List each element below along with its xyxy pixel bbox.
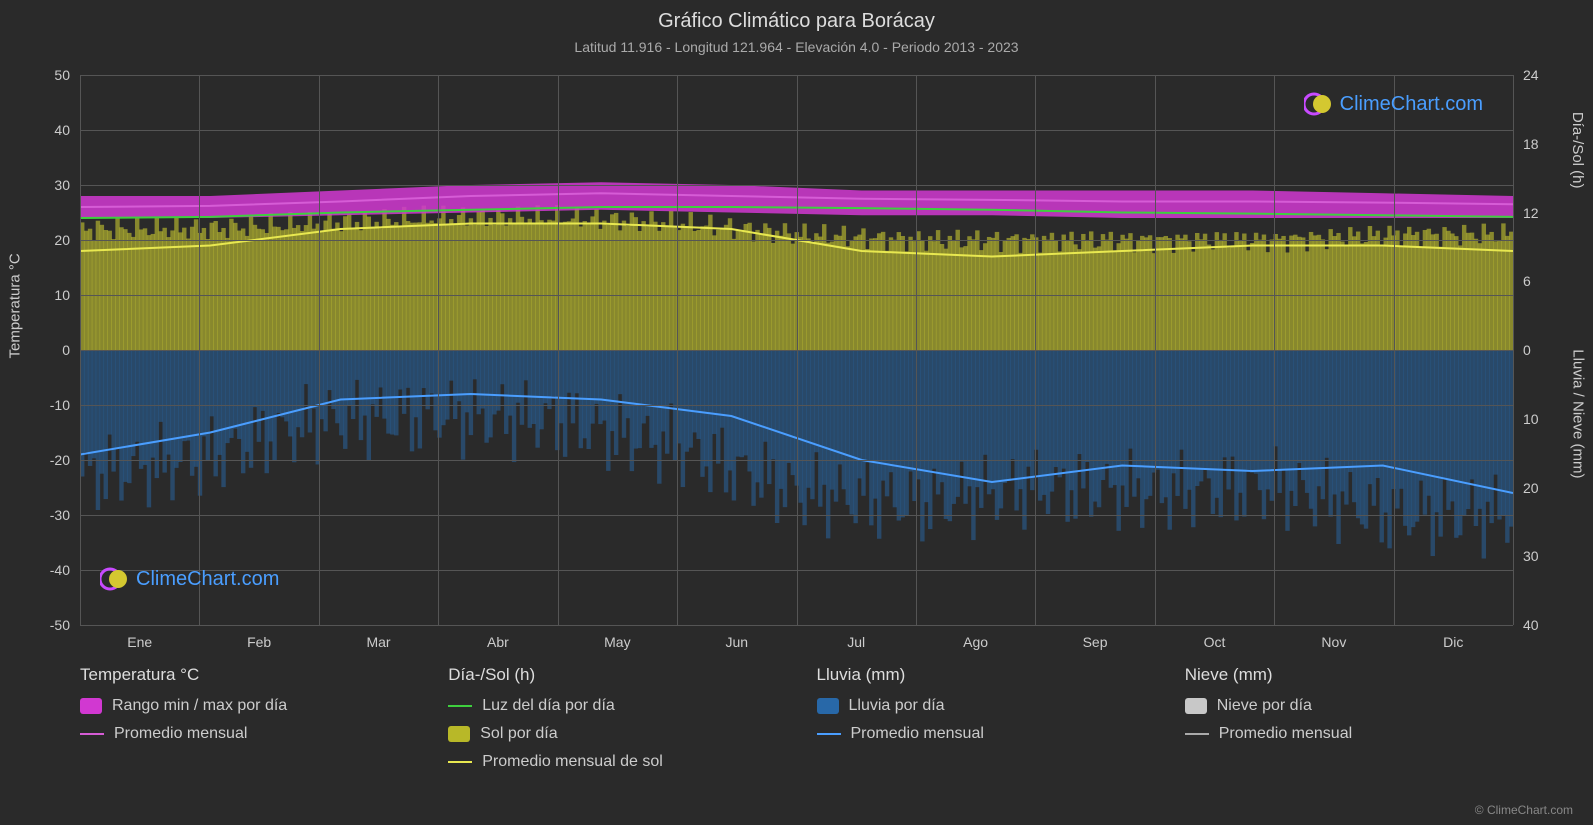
x-tick-month: Ene — [127, 634, 152, 650]
y-tick-right-top: 0 — [1523, 342, 1563, 358]
legend-label: Rango min / max por día — [112, 697, 287, 715]
x-tick-month: Mar — [366, 634, 390, 650]
x-tick-month: Feb — [247, 634, 271, 650]
legend-label: Promedio mensual — [114, 725, 247, 743]
y-tick-right-bottom: 30 — [1523, 548, 1563, 564]
y-tick-left: 10 — [30, 287, 70, 303]
legend-title: Temperatura °C — [80, 665, 408, 685]
legend-item: Promedio mensual — [1185, 725, 1513, 743]
swatch-line-icon — [1185, 733, 1209, 735]
swatch-box-icon — [1185, 698, 1207, 714]
climate-chart: Gráfico Climático para Borácay Latitud 1… — [0, 0, 1593, 825]
legend-items-daysol: Luz del día por día Sol por día Promedio m… — [448, 697, 776, 771]
y-tick-right-top: 6 — [1523, 273, 1563, 289]
legend-item: Sol por día — [448, 725, 776, 743]
swatch-box-icon — [80, 698, 102, 714]
y-axis-left-title: Temperatura °C — [7, 253, 24, 358]
y-tick-right-bottom: 10 — [1523, 411, 1563, 427]
y-tick-left: 30 — [30, 177, 70, 193]
y-tick-left: 40 — [30, 122, 70, 138]
legend: Temperatura °C Rango min / max por día Pr… — [80, 665, 1513, 781]
legend-items-temperature: Rango min / max por día Promedio mensual — [80, 697, 408, 743]
watermark-text: ClimeChart.com — [136, 568, 279, 591]
legend-label: Promedio mensual de sol — [482, 753, 663, 771]
swatch-line-icon — [448, 761, 472, 763]
y-axis-right-bottom-title: Lluvia / Nieve (mm) — [1570, 349, 1587, 478]
watermark-top: ClimeChart.com — [1304, 90, 1483, 118]
legend-col-rain: Lluvia (mm) Lluvia por día Promedio mensu… — [817, 665, 1145, 781]
y-axis-right-top-title: Día-/Sol (h) — [1570, 112, 1587, 189]
y-tick-right-top: 18 — [1523, 136, 1563, 152]
plot-area: -50-40-30-20-100102030405006121824102030… — [80, 75, 1513, 625]
legend-item: Lluvia por día — [817, 697, 1145, 715]
x-tick-month: Nov — [1321, 634, 1346, 650]
y-tick-left: -20 — [30, 452, 70, 468]
legend-title: Día-/Sol (h) — [448, 665, 776, 685]
y-tick-left: -10 — [30, 397, 70, 413]
legend-item: Promedio mensual de sol — [448, 753, 776, 771]
swatch-box-icon — [817, 698, 839, 714]
legend-col-snow: Nieve (mm) Nieve por día Promedio mensual — [1185, 665, 1513, 781]
y-tick-left: 0 — [30, 342, 70, 358]
x-tick-month: Jun — [725, 634, 748, 650]
legend-col-temperature: Temperatura °C Rango min / max por día Pr… — [80, 665, 408, 781]
x-tick-month: May — [604, 634, 630, 650]
logo-icon — [1304, 90, 1332, 118]
y-tick-left: -30 — [30, 507, 70, 523]
x-tick-month: Oct — [1204, 634, 1226, 650]
y-tick-right-top: 12 — [1523, 205, 1563, 221]
y-tick-right-bottom: 20 — [1523, 480, 1563, 496]
y-tick-left: -40 — [30, 562, 70, 578]
swatch-line-icon — [448, 705, 472, 707]
legend-col-daysol: Día-/Sol (h) Luz del día por día Sol por … — [448, 665, 776, 781]
y-tick-left: -50 — [30, 617, 70, 633]
y-tick-right-top: 24 — [1523, 67, 1563, 83]
x-tick-month: Jul — [847, 634, 865, 650]
legend-item: Promedio mensual — [80, 725, 408, 743]
legend-label: Lluvia por día — [849, 697, 945, 715]
copyright: © ClimeChart.com — [1475, 803, 1573, 817]
legend-item: Promedio mensual — [817, 725, 1145, 743]
legend-label: Nieve por día — [1217, 697, 1312, 715]
y-tick-right-bottom: 40 — [1523, 617, 1563, 633]
legend-items-rain: Lluvia por día Promedio mensual — [817, 697, 1145, 743]
x-tick-month: Sep — [1083, 634, 1108, 650]
chart-subtitle: Latitud 11.916 - Longitud 121.964 - Elev… — [0, 33, 1593, 55]
legend-label: Promedio mensual — [1219, 725, 1352, 743]
x-tick-month: Ago — [963, 634, 988, 650]
x-tick-month: Dic — [1443, 634, 1463, 650]
swatch-line-icon — [817, 733, 841, 735]
legend-item: Rango min / max por día — [80, 697, 408, 715]
swatch-box-icon — [448, 726, 470, 742]
legend-label: Sol por día — [480, 725, 557, 743]
legend-items-snow: Nieve por día Promedio mensual — [1185, 697, 1513, 743]
legend-label: Luz del día por día — [482, 697, 615, 715]
swatch-line-icon — [80, 733, 104, 735]
watermark-text: ClimeChart.com — [1340, 93, 1483, 116]
x-tick-month: Abr — [487, 634, 509, 650]
logo-icon — [100, 565, 128, 593]
legend-item: Luz del día por día — [448, 697, 776, 715]
legend-item: Nieve por día — [1185, 697, 1513, 715]
legend-title: Lluvia (mm) — [817, 665, 1145, 685]
y-tick-left: 50 — [30, 67, 70, 83]
y-tick-left: 20 — [30, 232, 70, 248]
legend-title: Nieve (mm) — [1185, 665, 1513, 685]
chart-title: Gráfico Climático para Borácay — [0, 0, 1593, 33]
watermark-bottom: ClimeChart.com — [100, 565, 279, 593]
legend-label: Promedio mensual — [851, 725, 984, 743]
